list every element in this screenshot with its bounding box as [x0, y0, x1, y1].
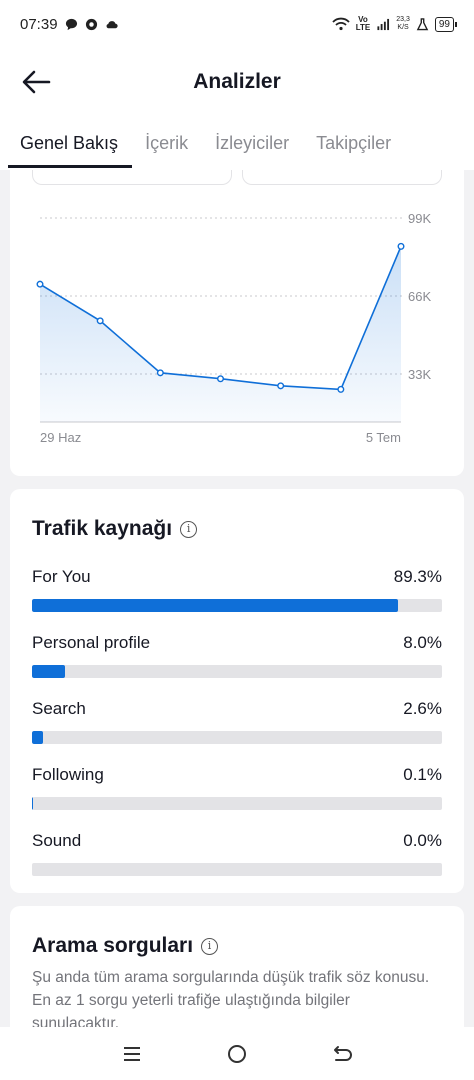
y-tick-label: 66K [408, 289, 431, 304]
chart-data-point[interactable] [96, 317, 104, 325]
chart-data-point[interactable] [277, 382, 285, 390]
chart-data-point[interactable] [216, 375, 224, 383]
traffic-bar-track [32, 599, 442, 612]
status-time: 07:39 [20, 15, 58, 33]
views-line-chart: 99K 66K 33K 29 Haz 5 Tem [36, 211, 431, 445]
back-button[interactable] [20, 68, 52, 96]
y-tick-label: 99K [408, 211, 431, 226]
cloud-icon [106, 20, 118, 28]
home-button[interactable] [222, 1039, 252, 1069]
traffic-value: 2.6% [403, 699, 442, 718]
chart-area-fill [40, 246, 401, 422]
traffic-bar-track [32, 797, 442, 810]
battery-level: 99 [434, 16, 458, 32]
network-speed: 23,3 K/S [396, 16, 410, 31]
traffic-title: Trafik kaynağı [32, 517, 173, 540]
tab-content[interactable]: İçerik [145, 133, 189, 153]
traffic-label: Personal profile [32, 633, 151, 652]
y-tick-label: 33K [408, 367, 431, 382]
traffic-bar-track [32, 731, 442, 744]
search-queries-card: Arama sorguları i Şu anda tüm arama sorg… [10, 906, 464, 1046]
status-bar: 07:39 Vo LTE 23,3 K/S 99 [0, 0, 474, 48]
traffic-bar-fill [32, 797, 33, 810]
search-title: Arama sorguları [32, 934, 194, 957]
arrow-left-icon [22, 70, 51, 94]
traffic-value: 0.0% [403, 831, 442, 850]
tab-viewers[interactable]: İzleyiciler [215, 133, 290, 153]
search-description: Şu anda tüm arama sorgularında düşük tra… [32, 969, 430, 1032]
chart-data-point[interactable] [156, 369, 164, 377]
traffic-bar-track [32, 665, 442, 678]
traffic-item-personal-profile: Personal profile 8.0% [32, 633, 442, 678]
traffic-value: 8.0% [403, 633, 442, 652]
system-nav-bar [0, 1027, 474, 1080]
signal-icon [377, 18, 390, 30]
tab-bar: Genel Bakış İçerik İzleyiciler Takipçile… [0, 118, 474, 170]
traffic-bar-fill [32, 665, 65, 678]
tab-overview[interactable]: Genel Bakış [7, 118, 133, 170]
traffic-label: Search [32, 699, 86, 718]
traffic-bar-fill [32, 599, 399, 612]
x-tick-label: 5 Tem [366, 430, 401, 445]
wifi-icon [332, 17, 350, 31]
flask-icon [416, 17, 429, 30]
chart-data-point[interactable] [337, 385, 345, 393]
traffic-bar-fill [32, 731, 43, 744]
traffic-label: Sound [32, 831, 82, 850]
network-type-label: Vo LTE [355, 15, 371, 32]
traffic-title-row: Trafik kaynağı i [32, 517, 198, 541]
traffic-source-card: Trafik kaynağı i For You 89.3% Personal p… [10, 489, 464, 893]
home-circle-icon [227, 1044, 246, 1063]
page-title: Analizler [193, 70, 281, 93]
traffic-item-following: Following 0.1% [32, 765, 442, 810]
chart-data-point[interactable] [397, 242, 405, 250]
traffic-item-search: Search 2.6% [32, 699, 442, 744]
chart-data-point[interactable] [36, 280, 44, 288]
info-icon[interactable]: i [180, 520, 198, 538]
message-icon [65, 18, 77, 30]
app-notification-icon [85, 18, 97, 30]
back-nav-button[interactable] [327, 1039, 357, 1069]
traffic-item-for-you: For You 89.3% [32, 567, 442, 612]
traffic-value: 0.1% [403, 765, 442, 784]
metric-card-left[interactable] [32, 170, 232, 185]
tab-followers[interactable]: Takipçiler [316, 133, 392, 153]
metric-card-right[interactable] [242, 170, 442, 185]
traffic-label: For You [32, 567, 91, 586]
chart-card: 99K 66K 33K 29 Haz 5 Tem [10, 170, 464, 476]
app-header: Analizler [0, 48, 474, 118]
info-icon[interactable]: i [201, 937, 219, 955]
traffic-item-sound: Sound 0.0% [32, 831, 442, 876]
traffic-bar-track [32, 863, 442, 876]
x-tick-label: 29 Haz [40, 430, 81, 445]
traffic-label: Following [32, 765, 104, 784]
traffic-value: 89.3% [393, 567, 442, 586]
search-title-row: Arama sorguları i [32, 934, 219, 958]
menu-lines-icon [124, 1046, 141, 1061]
back-arrow-icon [333, 1045, 352, 1061]
recent-apps-button[interactable] [117, 1039, 147, 1069]
